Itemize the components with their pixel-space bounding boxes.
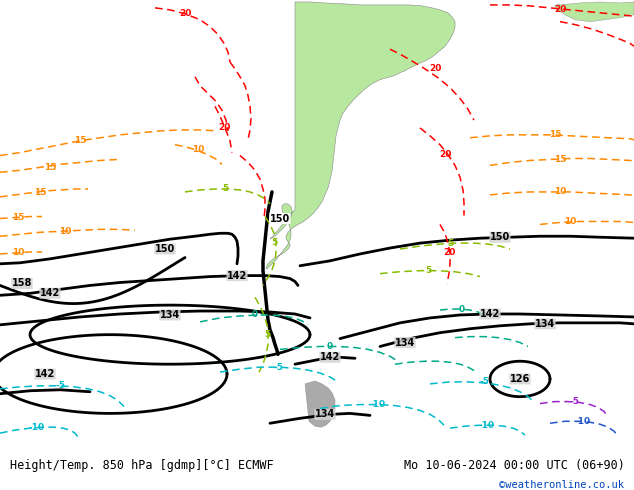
Text: 142: 142 — [35, 369, 55, 379]
Text: 15: 15 — [74, 136, 86, 145]
Text: 10: 10 — [554, 188, 566, 196]
Text: 0: 0 — [459, 305, 465, 314]
Text: 20: 20 — [443, 248, 455, 257]
Text: 134: 134 — [315, 409, 335, 419]
Text: 15: 15 — [549, 130, 561, 139]
Text: 5: 5 — [447, 239, 453, 247]
Text: 150: 150 — [270, 214, 290, 223]
Text: -5: -5 — [569, 397, 579, 406]
Text: -5: -5 — [479, 377, 489, 387]
Text: 10: 10 — [192, 145, 204, 154]
Text: 5: 5 — [271, 238, 277, 246]
Text: 20: 20 — [429, 64, 441, 74]
Text: ©weatheronline.co.uk: ©weatheronline.co.uk — [500, 480, 624, 490]
Text: 20: 20 — [554, 5, 566, 14]
Text: 20: 20 — [179, 9, 191, 18]
Text: 10: 10 — [564, 217, 576, 226]
Text: -10: -10 — [370, 400, 386, 409]
Text: 5: 5 — [222, 184, 228, 194]
Text: 134: 134 — [395, 338, 415, 347]
Text: -10: -10 — [29, 423, 45, 432]
Text: -5: -5 — [55, 381, 65, 391]
Text: 142: 142 — [480, 309, 500, 319]
Text: 15: 15 — [44, 163, 56, 172]
Text: 142: 142 — [320, 352, 340, 362]
Text: 158: 158 — [12, 278, 32, 289]
Text: Height/Temp. 850 hPa [gdmp][°C] ECMWF: Height/Temp. 850 hPa [gdmp][°C] ECMWF — [10, 459, 273, 471]
Text: 0: 0 — [252, 311, 258, 319]
Text: 150: 150 — [155, 244, 175, 254]
Text: 20: 20 — [218, 123, 230, 132]
Polygon shape — [555, 2, 634, 22]
Text: 15: 15 — [12, 213, 24, 222]
Text: 15: 15 — [34, 189, 46, 197]
Text: 0: 0 — [327, 342, 333, 351]
Text: 15: 15 — [553, 155, 566, 164]
Text: 10: 10 — [12, 248, 24, 257]
Text: 10: 10 — [59, 227, 71, 236]
Text: Mo 10-06-2024 00:00 UTC (06+90): Mo 10-06-2024 00:00 UTC (06+90) — [404, 459, 624, 471]
Text: -10: -10 — [575, 417, 591, 426]
Text: -10: -10 — [479, 421, 495, 430]
Text: 20: 20 — [439, 150, 451, 159]
Text: 150: 150 — [490, 232, 510, 242]
Polygon shape — [266, 2, 455, 269]
Text: 5: 5 — [264, 330, 270, 339]
Text: 134: 134 — [160, 310, 180, 320]
Text: -5: -5 — [273, 363, 283, 371]
Text: 142: 142 — [40, 288, 60, 298]
Text: 142: 142 — [227, 270, 247, 281]
Text: 5: 5 — [425, 266, 431, 275]
Polygon shape — [305, 381, 335, 427]
Text: 134: 134 — [535, 319, 555, 329]
Text: 126: 126 — [510, 374, 530, 384]
